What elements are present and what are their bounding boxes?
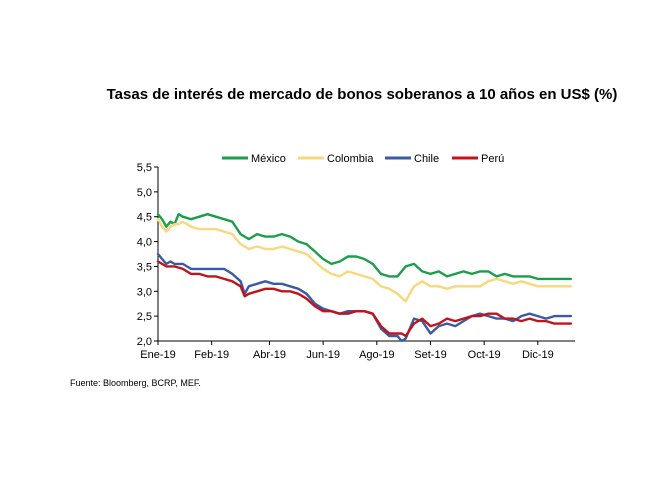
y-tick-label: 4,0 — [137, 237, 152, 249]
y-tick-label: 2,0 — [137, 336, 152, 348]
y-tick-label: 4,5 — [137, 212, 152, 224]
x-tick-label: Set-19 — [414, 349, 446, 361]
x-tick-label: Dic-19 — [522, 349, 554, 361]
x-tick-label: Jun-19 — [306, 349, 340, 361]
x-tick-label: Ene-19 — [140, 349, 175, 361]
x-tick-label: Ago-19 — [359, 349, 394, 361]
y-tick-label: 3,0 — [137, 286, 152, 298]
legend-label: Chile — [414, 153, 439, 165]
series-line-peru — [156, 260, 573, 338]
series-line-chile — [156, 252, 573, 343]
x-tick-label: Oct-19 — [468, 349, 501, 361]
source-note: Fuente: Bloomberg, BCRP, MEF. — [70, 378, 201, 388]
y-tick-label: 5,5 — [137, 162, 152, 174]
y-tick-label: 2,5 — [137, 311, 152, 323]
series-line-mexico — [156, 212, 573, 281]
y-tick-label: 5,0 — [137, 187, 152, 199]
series-line-colombia — [156, 217, 573, 303]
x-tick-label: Abr-19 — [253, 349, 286, 361]
x-tick-label: Feb-19 — [194, 349, 229, 361]
legend-label: México — [251, 153, 286, 165]
legend-label: Colombia — [327, 153, 374, 165]
chart-title: Tasas de interés de mercado de bonos sob… — [106, 86, 618, 103]
legend-label: Perú — [481, 153, 504, 165]
y-tick-label: 3,5 — [137, 261, 152, 273]
